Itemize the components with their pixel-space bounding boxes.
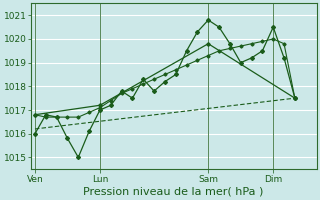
X-axis label: Pression niveau de la mer( hPa ): Pression niveau de la mer( hPa ) <box>84 187 264 197</box>
